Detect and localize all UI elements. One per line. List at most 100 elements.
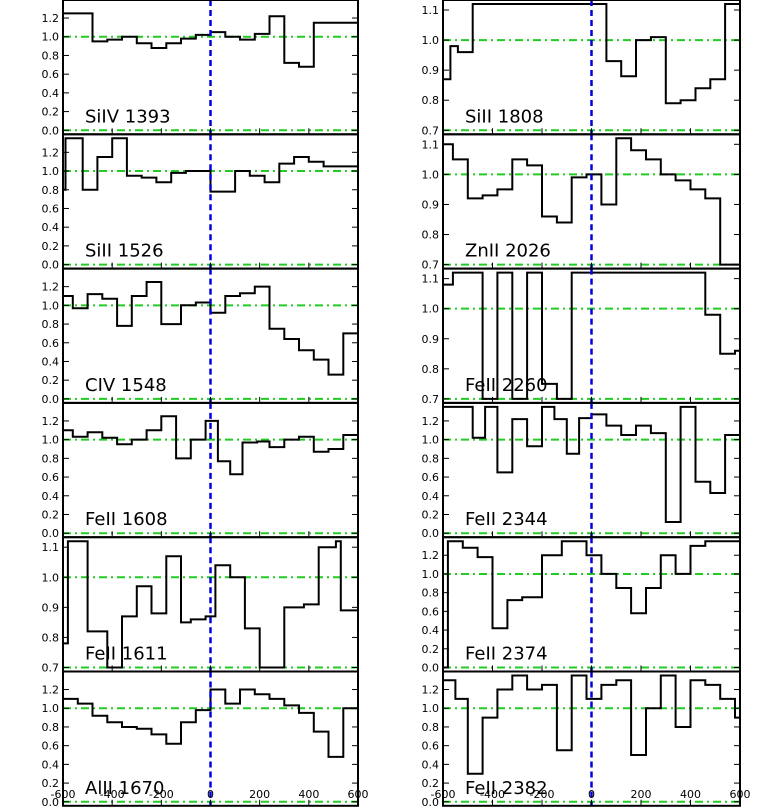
- y-tick-label: 1.0: [42, 571, 60, 584]
- y-tick-label: 0.2: [42, 374, 60, 387]
- y-tick-label: 1.0: [42, 165, 60, 178]
- y-tick-label: 1.2: [42, 415, 60, 428]
- y-tick-label: 1.1: [42, 541, 60, 554]
- x-axis-tick-labels: -600 -400 -200 0 200 400 600 -600 -400 -200 0 200 40…: [51, 788, 751, 801]
- panel-label-feii-1608: FeII 1608: [85, 509, 168, 530]
- panel-label-feii-2344: FeII 2344: [465, 509, 548, 530]
- y-tick-label: 0.9: [422, 198, 440, 211]
- spectrum-feii-2382: [443, 674, 740, 775]
- y-tick-label: 0.4: [42, 221, 60, 234]
- y-tick-label: 0.8: [422, 94, 440, 107]
- panel-civ-1548: 0.0 0.2 0.4 0.6 0.8 1.0 1.2 CIV 1548: [42, 267, 359, 406]
- x-tick-label: -600: [51, 788, 76, 801]
- y-tick-label: 0.8: [422, 587, 440, 600]
- y-tick-label: 0.6: [42, 68, 60, 81]
- y-tick-label: 0.8: [422, 229, 440, 242]
- y-tick-label: 1.2: [42, 146, 60, 159]
- y-tick-label: 0.8: [42, 721, 60, 734]
- panel-label-siii-1526: SiII 1526: [85, 241, 164, 262]
- y-tick-label: 0.2: [42, 777, 60, 790]
- x-tick-label: 200: [631, 788, 652, 801]
- x-tick-label: 400: [298, 788, 319, 801]
- y-tick-label: 1.1: [422, 4, 440, 17]
- y-tick-label: 0.6: [42, 202, 60, 215]
- y-tick-label: 0.0: [42, 124, 60, 137]
- panel-label-feii-2374: FeII 2374: [465, 644, 548, 665]
- y-tick-label: 1.0: [42, 31, 60, 44]
- panel-feii-1611: 0.7 0.8 0.9 1.0 1.1 FeII 1611: [42, 536, 359, 675]
- y-tick-label: 0.2: [42, 240, 60, 253]
- y-tick-label: 0.0: [42, 393, 60, 406]
- y-tick-label: 0.7: [422, 124, 440, 137]
- y-tick-label: 0.2: [422, 508, 440, 521]
- y-tick-label: 0.2: [422, 777, 440, 790]
- y-tick-label: 0.0: [422, 662, 440, 675]
- y-tick-label: 0.8: [42, 631, 60, 644]
- y-tick-label: 1.2: [422, 415, 440, 428]
- spectrum-alii-1670: [63, 688, 358, 758]
- panel-label-feii-2382: FeII 2382: [465, 778, 548, 799]
- y-tick-label: 1.0: [42, 702, 60, 715]
- y-tick-label: 0.4: [42, 490, 60, 503]
- y-tick-label: 0.8: [42, 184, 60, 197]
- x-tick-label: 0: [207, 788, 214, 801]
- y-tick-label: 0.2: [42, 508, 60, 521]
- y-tick-label: 0.0: [422, 796, 440, 807]
- y-tick-label: 0.6: [422, 471, 440, 484]
- y-tick-label: 0.6: [422, 605, 440, 618]
- y-tick-label: 1.2: [42, 281, 60, 294]
- x-tick-label: 600: [730, 788, 751, 801]
- spectrum-feii-2260: [443, 271, 740, 400]
- y-tick-label: 0.4: [42, 87, 60, 100]
- x-tick-label: -600: [431, 788, 456, 801]
- spectrum-siii-1526: [63, 137, 358, 193]
- y-tick-label: 0.4: [42, 355, 60, 368]
- x-tick-label: -200: [530, 788, 555, 801]
- y-tick-label: 0.7: [422, 259, 440, 272]
- y-tick-label: 0.0: [422, 527, 440, 540]
- y-tick-label: 0.8: [42, 452, 60, 465]
- y-tick-label: 0.6: [42, 337, 60, 350]
- panel-alii-1670: 0.0 0.2 0.4 0.6 0.8 1.0 1.2 AlII 1670: [42, 670, 359, 807]
- y-tick-label: 0.0: [42, 796, 60, 807]
- panel-siiv-1393: 0.0 0.2 0.4 0.6 0.8 1.0 1.2 SiIV 1393: [42, 0, 359, 137]
- y-tick-label: 1.0: [42, 299, 60, 312]
- y-tick-label: 0.8: [422, 452, 440, 465]
- y-tick-label: 1.2: [42, 684, 60, 697]
- y-tick-label: 0.0: [42, 527, 60, 540]
- y-tick-label: 1.0: [422, 702, 440, 715]
- y-tick-label: 0.7: [422, 393, 440, 406]
- spectrum-znii-2026: [443, 137, 740, 266]
- panel-label-civ-1548: CIV 1548: [85, 375, 167, 396]
- y-tick-label: 0.4: [42, 758, 60, 771]
- x-tick-label: 600: [348, 788, 369, 801]
- panel-znii-2026: 0.7 0.8 0.9 1.0 1.1 ZnII 2026: [422, 133, 741, 272]
- panel-feii-2344: 0.0 0.2 0.4 0.6 0.8 1.0 1.2 FeII 2344: [422, 401, 741, 540]
- spectrum-siii-1808: [443, 3, 740, 105]
- y-tick-label: 1.2: [42, 12, 60, 25]
- y-tick-label: 1.0: [42, 434, 60, 447]
- y-tick-label: 0.8: [42, 49, 60, 62]
- y-tick-label: 0.4: [422, 758, 440, 771]
- y-tick-label: 0.9: [42, 601, 60, 614]
- y-tick-label: 1.0: [422, 303, 440, 316]
- panel-label-siii-1808: SiII 1808: [465, 106, 544, 127]
- y-tick-label: 0.0: [42, 259, 60, 272]
- y-tick-label: 1.0: [422, 34, 440, 47]
- panel-label-siiv-1393: SiIV 1393: [85, 106, 171, 127]
- panel-feii-2374: 0.0 0.2 0.4 0.6 0.8 1.0 1.2 FeII 2374: [422, 536, 741, 675]
- panel-label-znii-2026: ZnII 2026: [465, 241, 551, 262]
- y-tick-label: 1.2: [422, 684, 440, 697]
- x-tick-label: -400: [480, 788, 505, 801]
- panel-label-feii-1611: FeII 1611: [85, 644, 168, 665]
- y-tick-label: 0.8: [422, 363, 440, 376]
- y-tick-label: 0.7: [42, 662, 60, 675]
- y-tick-label: 0.2: [42, 106, 60, 119]
- y-tick-label: 1.0: [422, 168, 440, 181]
- spectrum-civ-1548: [63, 281, 358, 376]
- y-tick-label: 0.9: [422, 64, 440, 77]
- y-tick-label: 0.6: [422, 740, 440, 753]
- y-tick-label: 0.2: [422, 643, 440, 656]
